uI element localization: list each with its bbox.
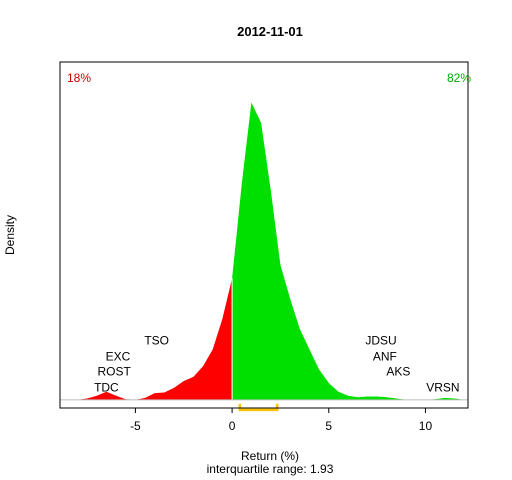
- iqr-bracket: [238, 403, 279, 412]
- plot-frame: [59, 61, 469, 409]
- ticker-label: AKS: [386, 365, 410, 379]
- x-tick-label: -5: [130, 419, 141, 433]
- x-axis: -5 0 5 10: [130, 408, 432, 433]
- x-tick-label: 10: [419, 419, 433, 433]
- y-axis-label: Density: [3, 215, 17, 255]
- ticker-label: ANF: [373, 350, 397, 364]
- negative-percent-label: 18%: [67, 71, 91, 85]
- ticker-label: TDC: [94, 381, 119, 395]
- iqr-caption: interquartile range: 1.93: [207, 462, 334, 476]
- ticker-label: TSO: [144, 333, 169, 347]
- negative-density-area: [77, 278, 233, 400]
- positive-density-area: [232, 102, 465, 400]
- x-tick-label: 0: [229, 419, 236, 433]
- ticker-label: VRSN: [426, 381, 459, 395]
- x-axis-label: Return (%): [241, 449, 299, 463]
- chart-title: 2012-11-01: [237, 24, 303, 39]
- ticker-label: JDSU: [365, 333, 396, 347]
- plot-area: [60, 102, 468, 412]
- x-tick-label: 5: [325, 419, 332, 433]
- ticker-label: EXC: [106, 350, 131, 364]
- positive-percent-label: 82%: [447, 71, 471, 85]
- ticker-label: ROST: [97, 365, 131, 379]
